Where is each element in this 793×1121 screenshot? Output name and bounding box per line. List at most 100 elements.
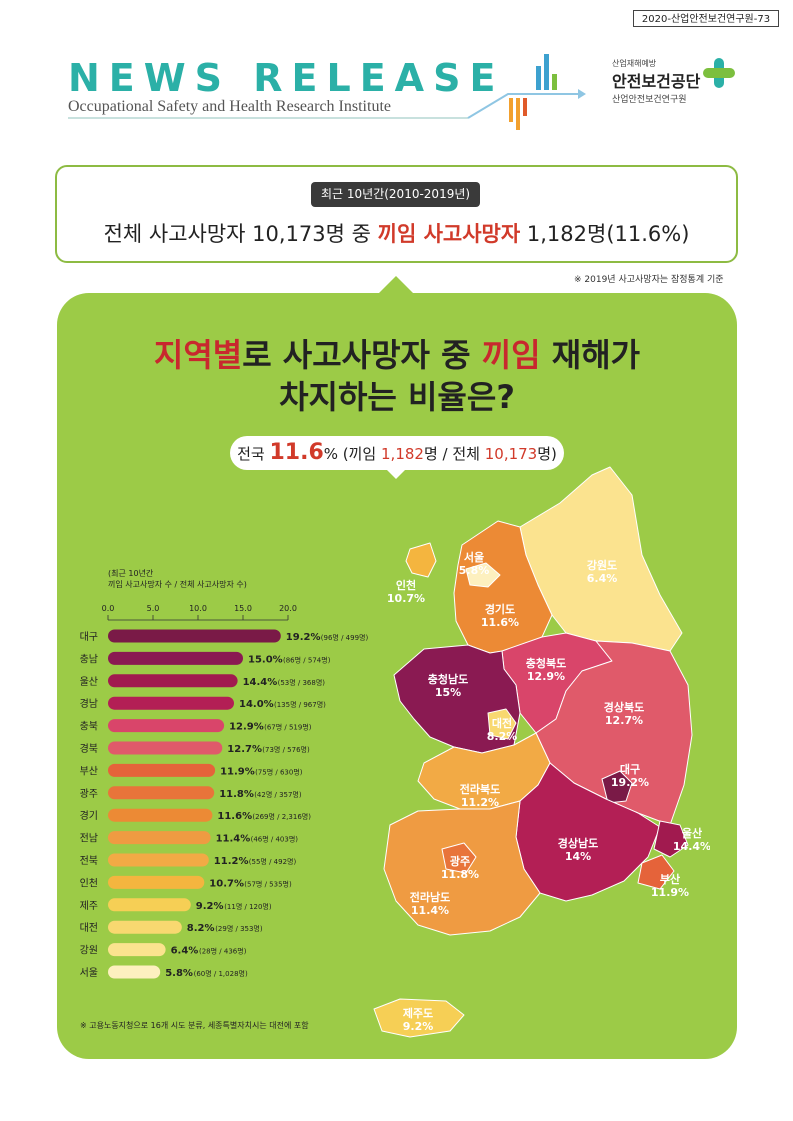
region-name-label: 경상북도 [604,700,644,714]
bar [108,853,209,867]
region-name-label: 전라북도 [460,782,500,796]
region-name-label: 부산 [660,872,680,886]
period-badge: 최근 10년간(2010-2019년) [311,182,481,207]
region-pct-label: 11.2% [461,796,499,809]
infographic-title-line1: 지역별로 사고사망자 중 끼임 재해가 [153,336,641,374]
region-name-label: 충청남도 [428,672,468,686]
category-label: 전남 [80,833,98,845]
map-region [653,820,689,858]
category-label: 인천 [80,877,98,889]
bar-value-label: 11.2% [214,856,249,867]
region-name-label: 서울 [464,550,484,564]
provisional-note: ※ 2019년 사고사망자는 잠정통계 기준 [574,275,724,285]
bar-value-label: 8.2% [187,923,215,934]
bar [108,920,182,934]
map-region [393,644,521,754]
region-name-label: 인천 [396,578,416,592]
category-label: 광주 [80,788,98,800]
bar-value-label: 12.7% [227,744,262,755]
footnote: ※ 고용노동지청으로 16개 시도 분류, 세종특별자치시는 대전에 포함 [80,1021,309,1030]
category-label: 충북 [80,721,98,733]
category-label: 대구 [80,631,98,643]
summary-box [55,165,738,263]
region-name-label: 전라남도 [410,890,450,904]
x-tick-label: 15.0 [234,604,252,613]
region-name-label: 경기도 [485,602,515,616]
region-pct-label: 14% [565,850,591,863]
bar [108,808,213,822]
region-pct-label: 8.2% [487,730,518,743]
category-label: 제주 [80,900,98,912]
bar-detail-label: (28명 / 436명) [199,947,247,956]
axis-note: (최근 10년간 끼임 사고사망자 수 / 전체 사고사망자 수) [108,569,247,589]
region-pct-label: 19.2% [611,776,649,789]
bar [108,696,234,710]
bar-value-label: 10.7% [209,878,244,889]
category-label: 대전 [80,922,98,934]
category-label: 경기 [80,809,98,822]
bar-detail-label: (46명 / 403명) [251,835,299,844]
bar-detail-label: (73명 / 576명) [262,745,310,754]
region-pct-label: 14.4% [673,840,710,853]
region-name-label: 광주 [450,855,470,868]
logo-main-text: 안전보건공단 [612,72,701,91]
bar-detail-label: (60명 / 1,028명) [194,969,248,978]
x-tick-label: 0.0 [102,604,115,613]
bar [108,629,281,643]
bar-detail-label: (42명 / 357명) [254,790,302,799]
region-pct-label: 9.2% [403,1020,434,1033]
region-pct-label: 11.9% [651,886,689,899]
document-number: 2020-산업안전보건연구원-73 [633,10,779,27]
bar-detail-label: (53명 / 368명) [278,678,326,687]
bar-value-label: 12.9% [229,722,264,733]
region-name-label: 강원도 [587,558,617,572]
region-name-label: 울산 [682,826,702,840]
region-pct-label: 12.9% [527,670,565,683]
bar-value-label: 11.9% [220,766,255,777]
map-region [637,854,675,890]
category-label: 경북 [80,742,98,755]
region-pct-label: 6.4% [587,572,618,585]
bar-detail-label: (55명 / 492명) [249,857,297,866]
bar-value-label: 11.8% [219,789,254,800]
bar [108,719,225,733]
bar [108,898,191,912]
pill-pointer-icon [386,469,406,479]
bar-detail-label: (11명 / 120명) [224,902,272,911]
category-label: 충남 [80,653,98,665]
bar-detail-label: (269명 / 2,316명) [252,812,311,821]
bar [108,651,243,665]
bar-value-label: 14.4% [243,677,278,688]
bar [108,831,211,845]
region-name-label: 충청북도 [526,656,566,670]
bar-detail-label: (29명 / 353명) [215,924,263,933]
category-label: 울산 [80,676,98,688]
summary-headline: 전체 사고사망자 10,173명 중 끼임 사고사망자 1,182명(11.6%… [103,222,690,246]
kosha-logo-icon [703,58,735,88]
region-pct-label: 11.6% [481,616,519,629]
logo-small-text: 산업재해예방 [612,59,657,68]
category-label: 부산 [80,765,98,777]
bar-value-label: 5.8% [165,968,193,979]
infographic-title-line2: 차지하는 비율은? [279,378,515,416]
bar-value-label: 14.0% [239,699,274,710]
region-name-label: 제주도 [403,1006,433,1020]
bar [108,965,161,979]
region-pct-label: 11.8% [441,868,479,881]
bar-detail-label: (135명 / 967명) [274,700,326,709]
bar-value-label: 6.4% [171,946,199,957]
region-name-label: 대구 [620,762,640,776]
bar-value-label: 15.0% [248,654,283,665]
region-pct-label: 10.7% [387,592,425,605]
region-pct-label: 5.8% [459,564,490,577]
bar-value-label: 19.2% [286,632,321,643]
bar-value-label: 11.4% [216,834,251,845]
bar [108,943,166,957]
bar [108,786,215,800]
bar-value-label: 11.6% [217,811,252,822]
bar-detail-label: (75명 / 630명) [255,767,303,776]
header-graphic-icon [68,54,586,130]
institute-name: Occupational Safety and Health Research … [68,98,391,115]
region-pct-label: 12.7% [605,714,643,727]
